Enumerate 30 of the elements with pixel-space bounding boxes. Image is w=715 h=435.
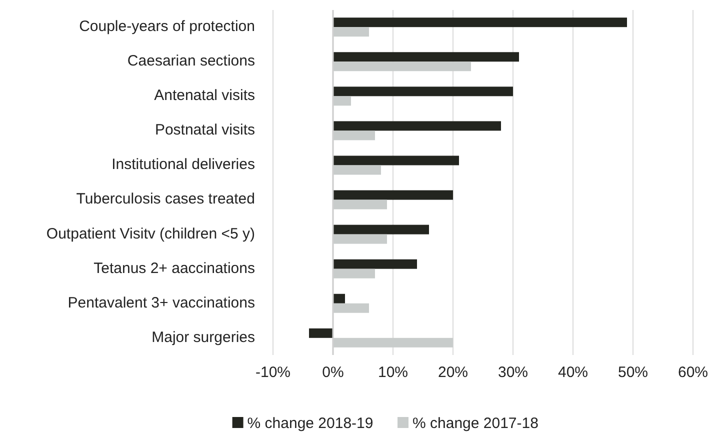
y-tick-label: Postnatal visits [154, 122, 255, 139]
bar [333, 294, 345, 304]
x-tick-label: 40% [558, 364, 588, 381]
y-tick-label: Tetanus 2+ aaccinations [94, 260, 255, 277]
bar [333, 52, 519, 62]
x-tick-label: 20% [438, 364, 468, 381]
legend-label: % change 2018-19 [247, 415, 374, 432]
x-tick-label: 10% [378, 364, 408, 381]
bar [333, 259, 417, 269]
y-tick-label: Tuberculosis cases treated [76, 190, 255, 208]
x-tick-label: 30% [498, 364, 528, 381]
x-tick-label: 60% [678, 364, 708, 381]
x-tick-label: -10% [255, 364, 291, 381]
x-tick-label: 0% [322, 364, 344, 381]
bar [333, 86, 513, 96]
bar [333, 121, 501, 131]
y-tick-label: Couple-years of protection [79, 18, 255, 36]
legend-label: % change 2017-18 [412, 415, 538, 432]
y-tick-label: Outpatient Visitv (children <5 y) [46, 225, 255, 242]
bar [333, 156, 459, 166]
y-tick-label: Pentavalent 3+ vaccinations [68, 294, 255, 312]
bar [333, 190, 453, 200]
y-tick-label: Major surgeries [152, 328, 255, 346]
y-tick-label: Caesarian sections [127, 52, 255, 70]
bar [309, 328, 333, 338]
bar [333, 18, 627, 28]
x-tick-label: 50% [618, 364, 648, 381]
y-tick-label: Institutional deliveries [112, 156, 255, 174]
y-tick-label: Antenatal visits [154, 87, 255, 104]
bar [333, 224, 429, 234]
